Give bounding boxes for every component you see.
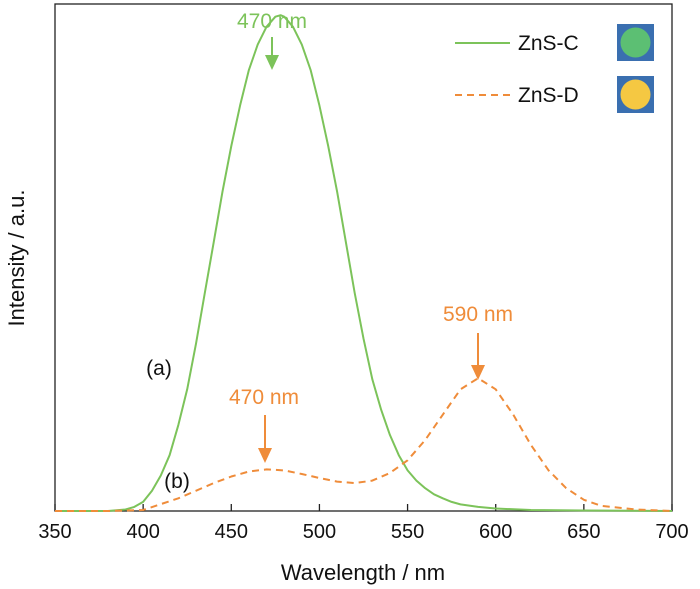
legend-swatch-zns-d bbox=[620, 79, 651, 110]
plot-frame bbox=[54, 3, 673, 512]
x-axis-ticks: 350 400 450 500 550 600 650 700 bbox=[38, 504, 689, 543]
annotation-zns-d-peak-2: 590 nm bbox=[443, 303, 513, 326]
legend: ZnS-C ZnS-D bbox=[455, 24, 654, 113]
y-axis-title: Intensity / a.u. bbox=[4, 190, 29, 327]
arrow-zns-c-peak bbox=[265, 37, 279, 70]
x-tick-label: 350 bbox=[38, 521, 71, 543]
legend-swatch-zns-c bbox=[620, 27, 651, 58]
arrow-zns-d-peak-1-head bbox=[258, 448, 272, 463]
label-curve-a: (a) bbox=[146, 357, 172, 380]
x-tick-label: 650 bbox=[567, 521, 600, 543]
x-tick-label: 500 bbox=[303, 521, 336, 543]
arrow-zns-d-peak-1 bbox=[258, 415, 272, 463]
legend-item-zns-d: ZnS-D bbox=[455, 76, 654, 113]
legend-label-zns-d: ZnS-D bbox=[518, 84, 579, 107]
annotation-zns-d-peak-1: 470 nm bbox=[229, 386, 299, 409]
x-tick-label: 700 bbox=[655, 521, 688, 543]
arrow-zns-d-peak-2-head bbox=[471, 365, 485, 380]
label-curve-b: (b) bbox=[164, 470, 190, 493]
arrow-zns-c-peak-head bbox=[265, 55, 279, 70]
plot-area: 350 400 450 500 550 600 650 700 bbox=[38, 3, 689, 543]
series-line-zns-d bbox=[55, 377, 673, 512]
x-tick-label: 600 bbox=[479, 521, 512, 543]
series-lines bbox=[55, 14, 673, 512]
x-axis-title: Wavelength / nm bbox=[281, 560, 445, 585]
x-tick-label: 550 bbox=[391, 521, 424, 543]
arrow-zns-d-peak-2 bbox=[471, 333, 485, 380]
annotations: 470 nm 470 nm 590 nm (a) (b) bbox=[146, 10, 513, 493]
series-line-zns-c bbox=[55, 14, 673, 512]
x-tick-label: 450 bbox=[215, 521, 248, 543]
legend-label-zns-c: ZnS-C bbox=[518, 32, 579, 55]
x-tick-label: 400 bbox=[126, 521, 159, 543]
annotation-zns-c-peak: 470 nm bbox=[237, 10, 307, 33]
legend-item-zns-c: ZnS-C bbox=[455, 24, 654, 61]
